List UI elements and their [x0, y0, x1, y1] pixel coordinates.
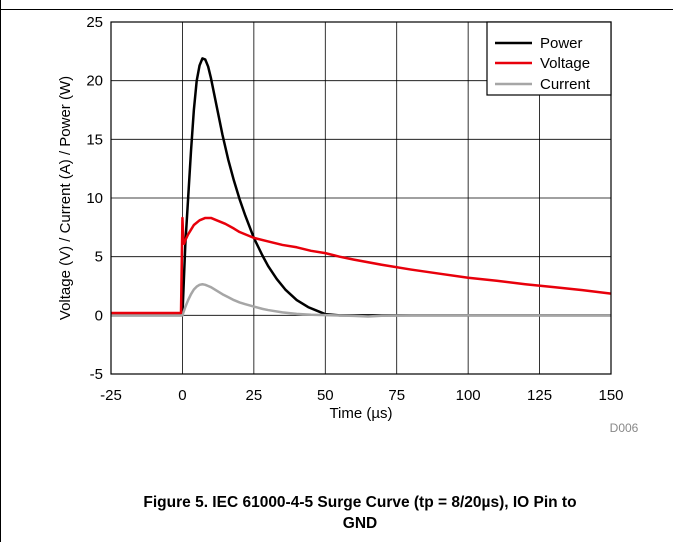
x-tick-labels: -25 0 25 50 75 100 125 150: [100, 387, 623, 404]
x-tick-label: 100: [456, 387, 481, 404]
surge-curve-chart: -5 0 5 10 15 20 25 -25 0 25 50 75 100 125 150 Power V…: [57, 14, 639, 435]
figure-code: D006: [610, 421, 639, 435]
x-tick-label: 50: [317, 387, 334, 404]
legend-label-voltage: Voltage: [540, 55, 590, 72]
series-lines: [111, 57, 612, 318]
y-tick-label: 10: [86, 190, 103, 207]
x-tick-label: -25: [100, 387, 122, 404]
x-tick-label: 125: [527, 387, 552, 404]
caption-line-2: GND: [342, 515, 378, 532]
y-tick-label: 25: [86, 14, 103, 31]
x-tick-label: 25: [246, 387, 263, 404]
page-left-rule: [0, 0, 1, 542]
y-tick-label: 15: [86, 131, 103, 148]
figure-caption: Figure 5. IEC 61000-4-5 Surge Curve (tp …: [60, 492, 660, 534]
y-axis-label: Voltage (V) / Current (A) / Power (W): [57, 76, 74, 320]
series-line-current: [111, 282, 611, 318]
caption-line-1: Figure 5. IEC 61000-4-5 Surge Curve (tp …: [143, 494, 577, 511]
legend: Power Voltage Current: [486, 21, 612, 96]
legend-label-power: Power: [540, 35, 583, 52]
y-tick-labels: -5 0 5 10 15 20 25: [86, 14, 103, 383]
y-tick-label: 5: [95, 249, 103, 266]
y-tick-label: 20: [86, 73, 103, 90]
x-axis-label-prefix: Time (: [329, 405, 371, 422]
legend-label-current: Current: [540, 76, 591, 93]
y-tick-label: 0: [95, 307, 103, 324]
y-tick-label: -5: [90, 366, 103, 383]
x-tick-label: 0: [178, 387, 186, 404]
x-axis-label: Time (µs): [329, 405, 392, 422]
x-axis-label-unit: µs: [371, 405, 387, 422]
x-tick-label: 150: [598, 387, 623, 404]
plot-area-border: [110, 21, 612, 375]
page-top-rule: [0, 0, 673, 10]
x-axis-label-suffix: ): [388, 405, 393, 422]
series-line-voltage: [111, 216, 612, 315]
x-tick-label: 75: [388, 387, 405, 404]
